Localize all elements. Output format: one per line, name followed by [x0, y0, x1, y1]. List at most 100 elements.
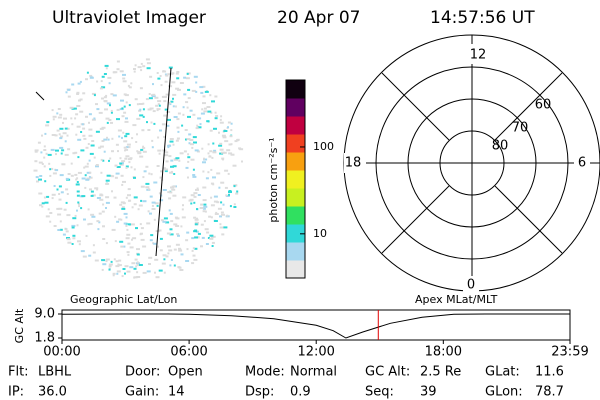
pixel [123, 140, 128, 143]
pixel [74, 117, 77, 120]
pixel [37, 141, 41, 144]
pixel [53, 185, 56, 187]
pixel [218, 186, 221, 189]
pixel [168, 85, 173, 88]
pixel [123, 245, 126, 248]
pixel [76, 177, 79, 180]
pixel [142, 115, 145, 118]
pixel [115, 143, 119, 146]
pixel [161, 123, 166, 126]
pixel [112, 274, 115, 277]
pixel [190, 158, 195, 161]
pixel [193, 216, 197, 219]
pixel [209, 237, 214, 240]
pixel [134, 64, 137, 67]
pixel [159, 237, 163, 240]
pixel [169, 103, 172, 106]
pixel [119, 157, 122, 160]
pixel [123, 146, 127, 149]
pixel [136, 253, 140, 256]
pixel [167, 73, 172, 76]
pixel [195, 230, 199, 233]
label-bg [344, 153, 366, 173]
pixel [145, 165, 149, 168]
pixel [101, 86, 106, 89]
pixel [103, 96, 107, 99]
pixel [119, 163, 124, 166]
pixel [107, 138, 110, 141]
pixel [85, 115, 88, 118]
pixel [196, 187, 199, 190]
pixel [171, 81, 176, 84]
footer: Flt: LBHL Door: Open Mode: Normal GC Alt: 2.5 R… [8, 365, 564, 400]
pixel [156, 108, 161, 111]
pixel [179, 82, 184, 84]
pixel [113, 71, 118, 74]
pixel [128, 161, 131, 164]
pixel [124, 94, 129, 97]
pixel [71, 226, 75, 229]
pixel [69, 106, 74, 109]
pixel [181, 124, 184, 127]
pixel [176, 118, 180, 121]
pixel [169, 212, 173, 215]
pixel [201, 108, 204, 111]
terminator [155, 67, 172, 257]
pixel [177, 88, 181, 91]
pixel [136, 133, 138, 136]
pixel [158, 269, 163, 272]
pixel [149, 239, 153, 242]
pixel [194, 218, 199, 221]
pixel [129, 266, 134, 269]
pixel [91, 194, 96, 197]
pixel [70, 174, 74, 177]
pixel [60, 191, 64, 194]
pixel [207, 110, 212, 113]
pixel [211, 156, 214, 159]
pixel [125, 166, 128, 169]
pixel [218, 131, 220, 134]
pixel [185, 101, 189, 104]
pixel [194, 236, 198, 239]
pixel [41, 134, 43, 137]
pixel [209, 234, 214, 237]
field-label: Seq: [365, 385, 394, 400]
pixel [200, 203, 204, 206]
pixel [191, 262, 195, 265]
pixel [105, 179, 110, 182]
pixel [67, 127, 70, 130]
pixel [182, 204, 184, 207]
pixel [71, 224, 76, 227]
geographic-image [33, 58, 244, 279]
field-label: Dsp: [245, 385, 274, 400]
pixel [163, 95, 167, 98]
pixel [55, 153, 57, 156]
pixel [74, 151, 78, 154]
pixel [112, 94, 117, 97]
pixel [51, 197, 54, 200]
pixel [77, 138, 82, 141]
pixel [34, 150, 38, 153]
pixel [34, 149, 39, 152]
pixel [203, 220, 206, 223]
pixel [156, 165, 160, 167]
pixel [146, 67, 151, 70]
pixel [194, 223, 198, 226]
pixel [131, 137, 134, 140]
pixel [168, 66, 173, 69]
pixel [91, 140, 95, 142]
pixel [175, 243, 180, 246]
pixel [170, 100, 174, 103]
pixel [196, 217, 198, 220]
pixel [116, 272, 119, 275]
pixel [142, 176, 145, 179]
pixel [80, 250, 85, 253]
pixel [166, 111, 171, 113]
pixel [121, 136, 123, 139]
pixel [45, 124, 50, 127]
pixel [206, 106, 211, 108]
pixel [64, 228, 68, 231]
pixel [122, 268, 126, 270]
pixel [224, 140, 229, 143]
pixel [92, 251, 96, 254]
